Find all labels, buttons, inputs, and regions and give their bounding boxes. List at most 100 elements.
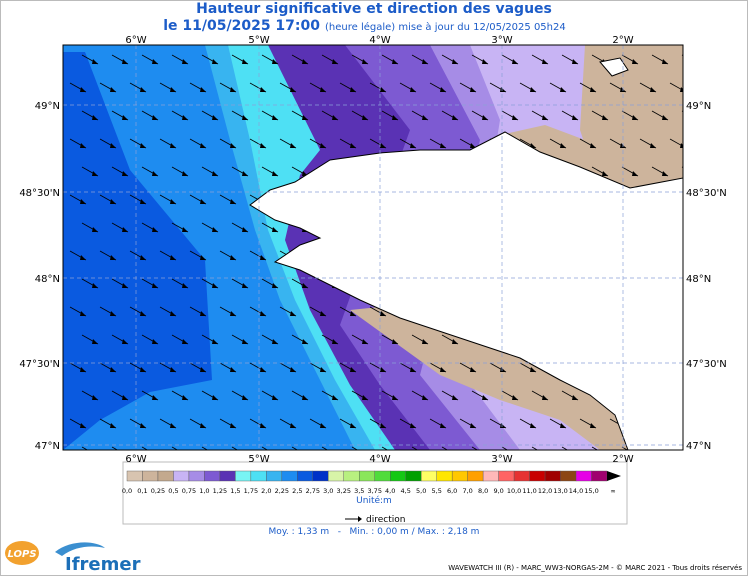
wave-arrow-head: [230, 367, 236, 372]
wave-arrow-head: [320, 87, 326, 92]
wave-arrow-head: [200, 255, 206, 260]
colorbar-cell: [560, 470, 577, 482]
wave-arrow: [201, 446, 209, 450]
wave-arrow-head: [350, 367, 356, 372]
wave-arrow: [621, 446, 629, 450]
direction-label: direction: [366, 515, 405, 525]
wave-arrow-head: [110, 199, 116, 204]
wave-arrow: [111, 446, 119, 450]
wave-arrow: [561, 446, 569, 450]
wave-arrow-head: [182, 171, 188, 176]
wave-arrow-head: [332, 395, 338, 400]
graticule: [63, 45, 683, 450]
colorbar-label: 1,75: [244, 487, 258, 495]
colorbar-label: 6,0: [447, 487, 457, 495]
wave-arrow-head: [512, 395, 518, 400]
wave-arrow: [441, 446, 449, 450]
wave-arrow-head: [260, 87, 266, 92]
colorbar-cell: [219, 470, 236, 482]
colorbar-label: 4,5: [401, 487, 411, 495]
lon-label-bottom: 4°W: [369, 454, 390, 465]
wave-arrow-head: [590, 143, 596, 148]
wave-arrow: [171, 446, 179, 450]
wave-arrow-head: [410, 143, 416, 148]
wave-arrow: [381, 446, 389, 450]
wave-arrow-head: [572, 395, 578, 400]
wave-arrow-head: [452, 339, 458, 344]
wave-arrow-head: [80, 255, 86, 260]
wave-arrow-head: [272, 227, 278, 232]
wave-arrow-head: [560, 143, 566, 148]
wave-arrow-head: [350, 87, 356, 92]
colorbar-label: 2,25: [275, 487, 289, 495]
update: (heure légale) mise à jour du 12/05/2025…: [325, 21, 566, 33]
lon-label-top: 5°W: [248, 35, 269, 46]
wave-arrow: [261, 446, 269, 450]
wave-arrow-head: [560, 423, 566, 428]
wave-arrow-head: [572, 59, 578, 64]
wave-arrow-head: [152, 283, 158, 288]
wave-arrow-head: [362, 395, 368, 400]
wave-arrow-head: [290, 423, 296, 428]
wave-arrow-head: [410, 423, 416, 428]
wave-arrow: [471, 446, 479, 450]
wave-arrow-head: [140, 255, 146, 260]
lat-label-left: 48°N: [35, 274, 60, 285]
wave-arrow-head: [590, 87, 596, 92]
wave-arrow-head: [530, 367, 536, 372]
wave-arrow-head: [122, 339, 128, 344]
wave-arrow-head: [80, 199, 86, 204]
wave-arrow-head: [320, 311, 326, 316]
wave-arrow-head: [632, 59, 638, 64]
colorbar-label: 13,0: [553, 487, 567, 495]
wave-arrow-head: [140, 423, 146, 428]
lat-label-left: 47°N: [35, 441, 60, 452]
wave-arrow-head: [260, 367, 266, 372]
colorbar-cell: [436, 470, 453, 482]
wave-arrow-head: [92, 115, 98, 120]
wave-arrow-head: [140, 367, 146, 372]
colorbar-cell: [420, 470, 437, 482]
wave-arrow-head: [182, 59, 188, 64]
wave-arrow-head: [230, 423, 236, 428]
wave-arrow-head: [380, 367, 386, 372]
wave-arrow-head: [80, 143, 86, 148]
wave-arrow-head: [170, 423, 176, 428]
wave-arrow-head: [200, 199, 206, 204]
wave-arrow-head: [92, 339, 98, 344]
wave-arrow-head: [512, 115, 518, 120]
colorbar-label: 2,5: [292, 487, 302, 495]
wave-arrow-head: [332, 115, 338, 120]
colorbar-label: 0,1: [137, 487, 147, 495]
wave-arrow-head: [602, 171, 608, 176]
lon-label-bottom: 5°W: [248, 454, 269, 465]
colorbar-label: 0,0: [122, 487, 132, 495]
colorbar-cell: [157, 470, 174, 482]
wave-arrow-head: [440, 423, 446, 428]
wave-arrow-head: [482, 395, 488, 400]
colorbar-label: ∞: [610, 487, 615, 495]
direction-arrow-head: [358, 516, 362, 522]
colorbar-cell: [482, 470, 499, 482]
zone-2-25: [63, 52, 212, 450]
lat-label-right: 48°N: [686, 274, 711, 285]
wave-arrow-head: [650, 143, 656, 148]
wave-arrow: [531, 446, 539, 450]
colorbar-label: 1,5: [230, 487, 240, 495]
colorbar-cell: [451, 470, 468, 482]
wave-arrow-head: [110, 87, 116, 92]
wave-arrow-head: [212, 227, 218, 232]
wave-arrow-head: [182, 115, 188, 120]
wave-arrow-head: [200, 311, 206, 316]
wave-arrow-head: [422, 115, 428, 120]
wave-arrow-head: [272, 283, 278, 288]
wave-arrow-head: [242, 339, 248, 344]
wave-arrow-head: [80, 87, 86, 92]
wave-arrow-head: [200, 87, 206, 92]
wave-arrow: [291, 446, 299, 450]
wave-arrow-head: [452, 59, 458, 64]
wave-arrow-head: [182, 227, 188, 232]
wave-arrow-head: [302, 339, 308, 344]
unit: Unité:m: [356, 495, 392, 506]
colorbar-cell: [390, 470, 406, 482]
